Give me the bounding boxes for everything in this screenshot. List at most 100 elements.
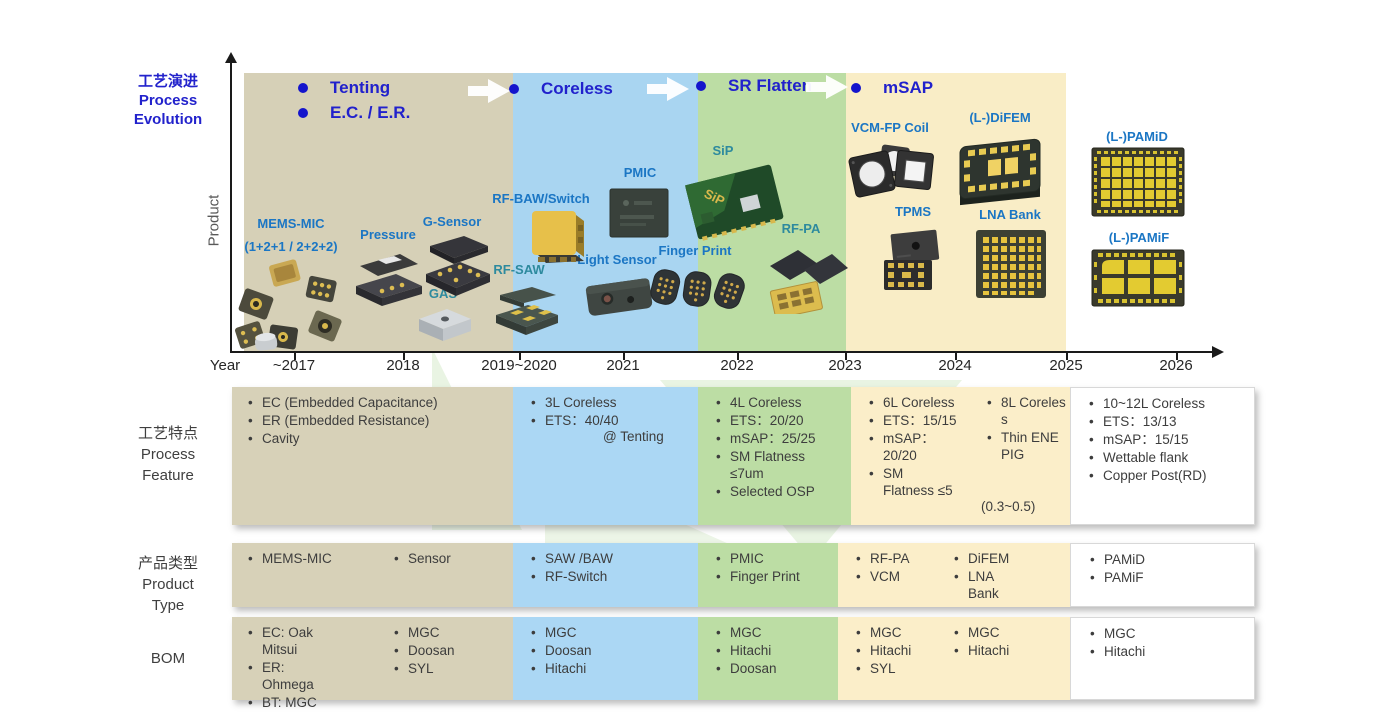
stage-label: SR Flatten [728, 76, 813, 95]
row-label-bom: BOM [113, 648, 223, 669]
pt-list: PMIC Finger Print [712, 550, 832, 586]
pt-list: PAMiD PAMiF [1086, 551, 1246, 587]
year-label: 2019~2020 [481, 357, 557, 374]
pt-col-coreless: SAW /BAW RF-Switch [513, 543, 698, 607]
list-item: LNA Bank [950, 568, 1028, 602]
list-item: Cavity [244, 430, 506, 447]
pt-list: Sensor [390, 550, 500, 568]
stage-tenting: Tenting [298, 78, 390, 98]
list-item: Doosan [527, 642, 687, 659]
gas-image [419, 309, 471, 341]
axis-tick [845, 352, 847, 360]
list-item: MGC [950, 624, 1022, 641]
list-item: ETS：13/13 [1085, 413, 1247, 430]
list-item: SM Flatness ≤5 [865, 465, 957, 499]
pf-list: 6L Coreless ETS：15/15 mSAP： 20/20 SM Fla… [865, 394, 957, 500]
band-msap [846, 73, 1066, 352]
label-pamif: (L-)PAMiF [1108, 230, 1170, 245]
label-pressure: Pressure [360, 227, 416, 242]
bom-list: EC: Oak Mitsui ER: Ohmega BT: MGC [244, 624, 336, 712]
pmic-image [609, 188, 669, 238]
rf-pa-image [769, 250, 848, 314]
stage-arrow-icon [806, 75, 848, 99]
label-mems-mic: MEMS-MIC [257, 216, 325, 231]
bom-row: EC: Oak Mitsui ER: Ohmega BT: MGC MGC Do… [232, 617, 1255, 711]
bullet-icon [696, 81, 706, 91]
vcm-fp-coil-image [848, 144, 934, 198]
lna-bank-image [976, 230, 1046, 298]
bom-list: MGC Hitachi [1086, 625, 1246, 661]
pt-list: DiFEM LNA Bank [950, 550, 1022, 603]
rf-baw-switch-image [532, 211, 584, 263]
process-feature-en2: Feature [142, 467, 194, 484]
bom-col-coreless: MGC Doosan Hitachi [513, 617, 698, 700]
list-item: Hitachi [950, 642, 1022, 659]
bom-label: BOM [150, 650, 186, 667]
x-axis-label: Year [209, 357, 241, 374]
label-difem: (L-)DiFEM [969, 110, 1031, 125]
process-feature-en1: Process [140, 446, 196, 463]
list-item: Copper Post(RD) [1085, 467, 1247, 484]
list-item: Sensor [390, 550, 500, 567]
list-item: EC: Oak Mitsui [244, 624, 336, 658]
bom-list: MGC Doosan SYL [390, 624, 500, 678]
axis-tick [403, 352, 405, 360]
pt-col-tenting: MEMS-MIC Sensor [232, 543, 513, 607]
bom-list: MGC Hitachi Doosan [712, 624, 832, 678]
list-item: SAW /BAW [527, 550, 687, 567]
label-sip: SiP [712, 143, 734, 158]
product-type-en1: Product [142, 576, 194, 593]
year-label: 2022 [720, 357, 754, 374]
stage-label: mSAP [883, 78, 934, 97]
light-sensor-image [585, 278, 653, 316]
list-item: RF-PA [852, 550, 938, 567]
process-evolution-en2: Evolution [133, 111, 203, 128]
label-vcm-fp-coil: VCM-FP Coil [851, 120, 929, 135]
bom-list: MGC Hitachi [950, 624, 1022, 660]
label-finger-print: Finger Print [658, 243, 732, 258]
list-item: mSAP：25/25 [712, 430, 818, 447]
pf-list: 4L Coreless ETS：20/20 mSAP：25/25 SM Flat… [712, 394, 818, 501]
list-item: 8L Coreless [983, 394, 1067, 428]
list-item: MGC [852, 624, 938, 641]
pt-col-future: PAMiD PAMiF [1070, 543, 1255, 607]
stage-label: Coreless [541, 79, 613, 98]
pt-col-sr-flatten: PMIC Finger Print [698, 543, 838, 607]
stage-sr-flatten: SR Flatten [696, 76, 812, 96]
year-label: ~2017 [272, 357, 316, 374]
list-item: MGC [712, 624, 832, 641]
axis-tick [1176, 352, 1178, 360]
list-item: Doosan [390, 642, 500, 659]
year-label: 2023 [828, 357, 862, 374]
bom-col-tenting: EC: Oak Mitsui ER: Ohmega BT: MGC MGC Do… [232, 617, 513, 711]
axis-tick [955, 352, 957, 360]
row-label-process-feature: 工艺特点 Process Feature [113, 423, 223, 486]
stage-msap: mSAP [851, 78, 933, 98]
process-feature-row: EC (Embedded Capacitance) ER (Embedded R… [232, 387, 1255, 525]
label-g-sensor: G-Sensor [422, 214, 482, 229]
list-item: VCM [852, 568, 938, 585]
label-light-sensor: Light Sensor [577, 252, 657, 267]
difem-image [959, 138, 1041, 206]
stage-coreless: Coreless [509, 79, 613, 99]
y-axis-arrow-icon [225, 52, 237, 63]
bullet-icon [298, 83, 308, 93]
list-item: mSAP：15/15 [1085, 431, 1247, 448]
product-type-cn: 产品类型 [137, 555, 198, 572]
list-item: ETS：20/20 [712, 412, 818, 429]
process-evolution-title: 工艺演进 Process Evolution [118, 72, 218, 129]
list-item: MGC [390, 624, 500, 641]
pf-note-enepig: (0.3~0.5) [981, 499, 1036, 514]
year-label: 2018 [386, 357, 420, 374]
tpms-image [884, 229, 940, 290]
pf-col-tenting: EC (Embedded Capacitance) ER (Embedded R… [232, 387, 513, 525]
label-lna-bank: LNA Bank [979, 207, 1041, 222]
label-mems-mic-sub: (1+2+1 / 2+2+2) [244, 239, 338, 254]
process-evolution-en1: Process [138, 92, 198, 109]
label-rf-saw: RF-SAW [493, 262, 545, 277]
stage-label: Tenting [330, 78, 391, 97]
list-item: PAMiF [1086, 569, 1246, 586]
bom-list: MGC Hitachi SYL [852, 624, 938, 678]
list-item: MEMS-MIC [244, 550, 374, 567]
year-label: 2021 [606, 357, 640, 374]
